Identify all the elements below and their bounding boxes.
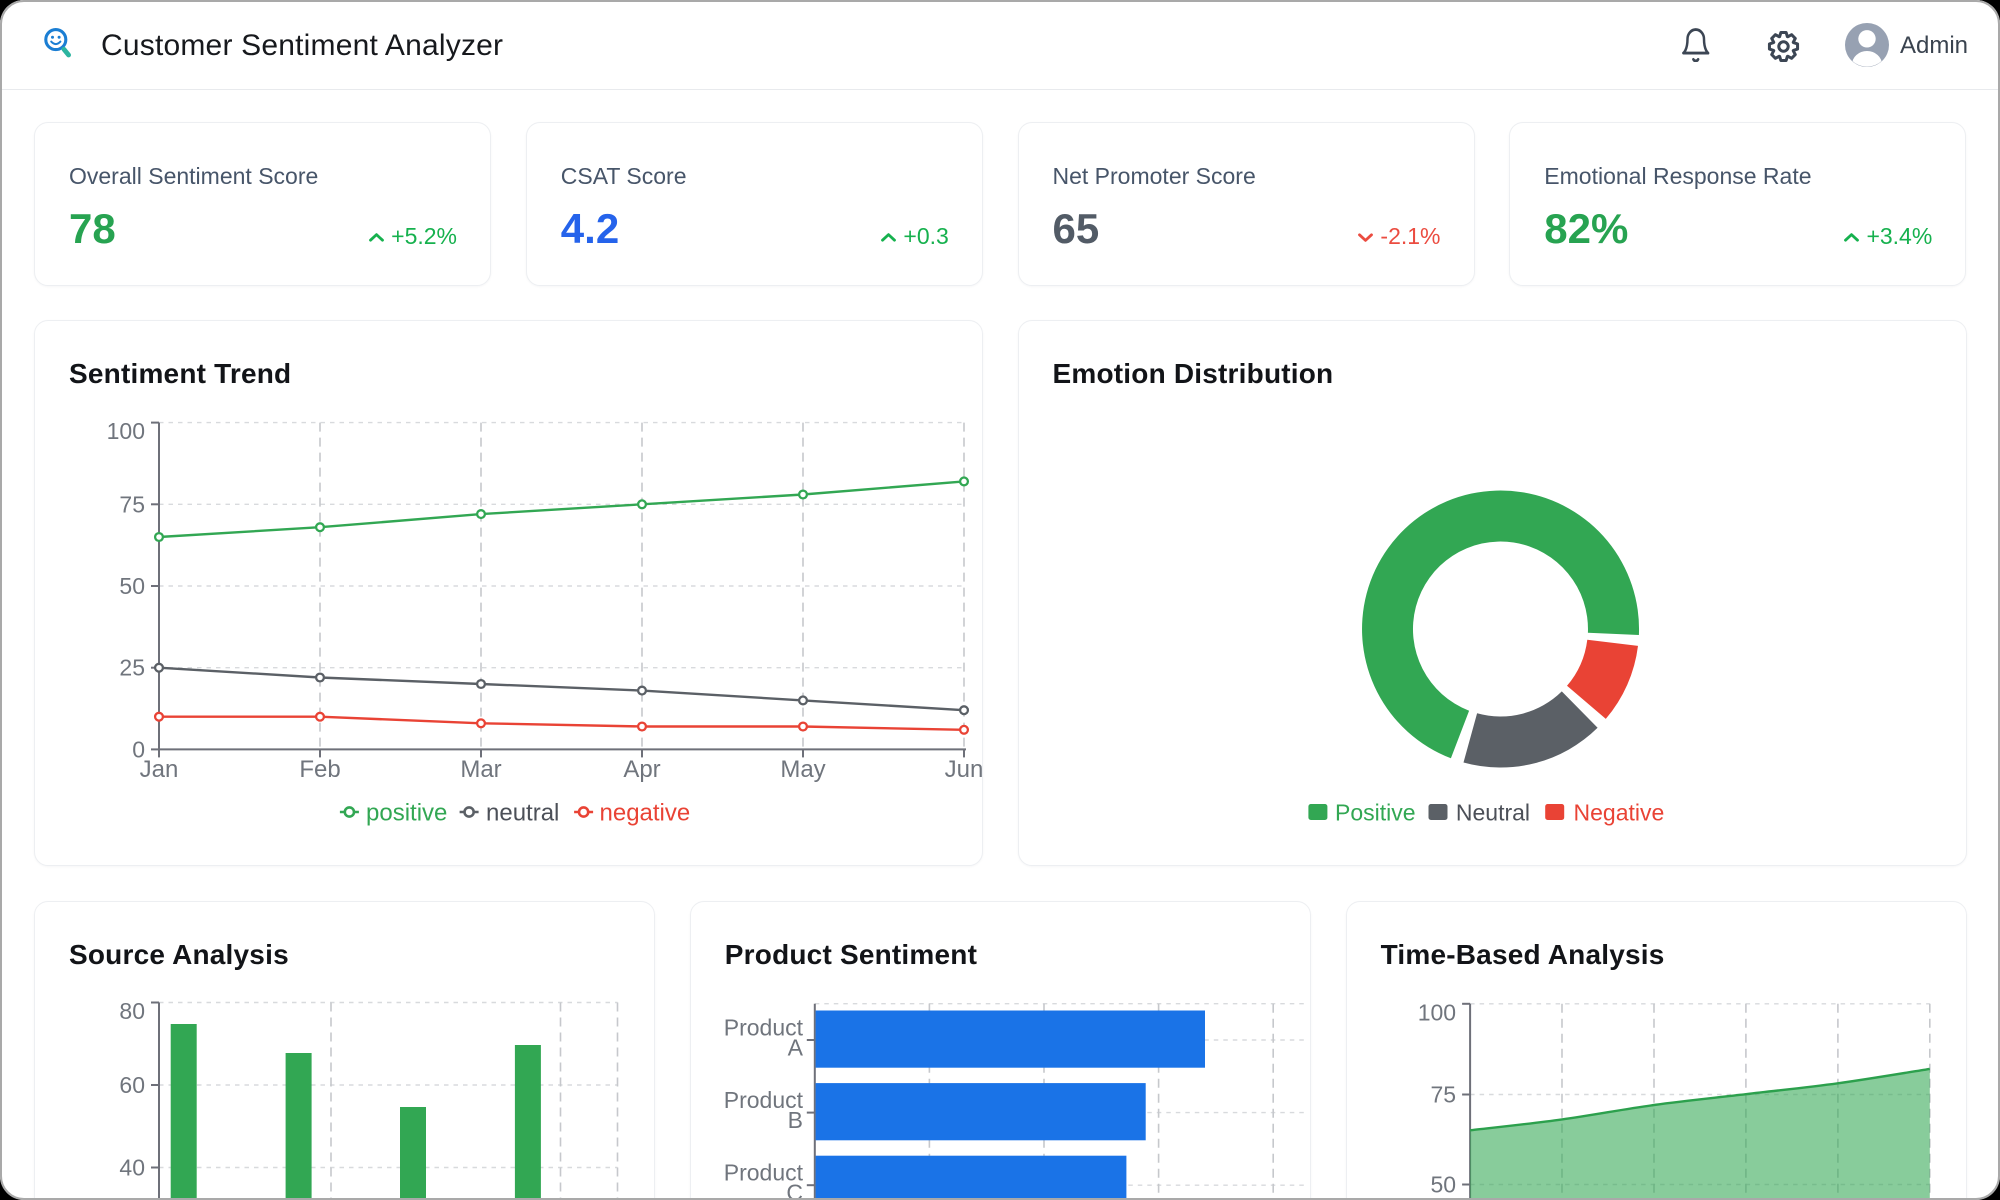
svg-text:50: 50 [119,573,145,599]
svg-text:Jan: Jan [140,756,179,783]
svg-text:Feb: Feb [299,756,340,783]
svg-text:Neutral: Neutral [1455,800,1529,826]
svg-text:Product: Product [724,1015,804,1041]
svg-text:B: B [787,1107,802,1133]
svg-text:Negative: Negative [1573,800,1664,826]
svg-text:Product: Product [724,1087,804,1113]
svg-text:75: 75 [119,491,145,517]
svg-text:Apr: Apr [623,756,660,783]
svg-text:Product: Product [724,1160,804,1186]
svg-text:Mar: Mar [460,756,501,783]
svg-text:Positive: Positive [1335,800,1416,826]
svg-text:75: 75 [1430,1082,1456,1108]
svg-text:50: 50 [1430,1172,1456,1198]
svg-text:80: 80 [119,998,145,1024]
svg-text:100: 100 [107,418,145,444]
svg-text:C: C [786,1180,803,1200]
svg-text:Jun: Jun [945,756,984,783]
svg-text:negative: negative [600,800,691,827]
svg-text:May: May [780,756,825,783]
svg-text:A: A [787,1035,803,1061]
svg-text:60: 60 [119,1072,145,1098]
svg-text:positive: positive [366,800,447,827]
svg-text:0: 0 [132,736,145,762]
svg-text:100: 100 [1417,999,1455,1025]
svg-text:40: 40 [119,1155,145,1181]
svg-text:25: 25 [119,655,145,681]
svg-text:neutral: neutral [486,800,559,827]
